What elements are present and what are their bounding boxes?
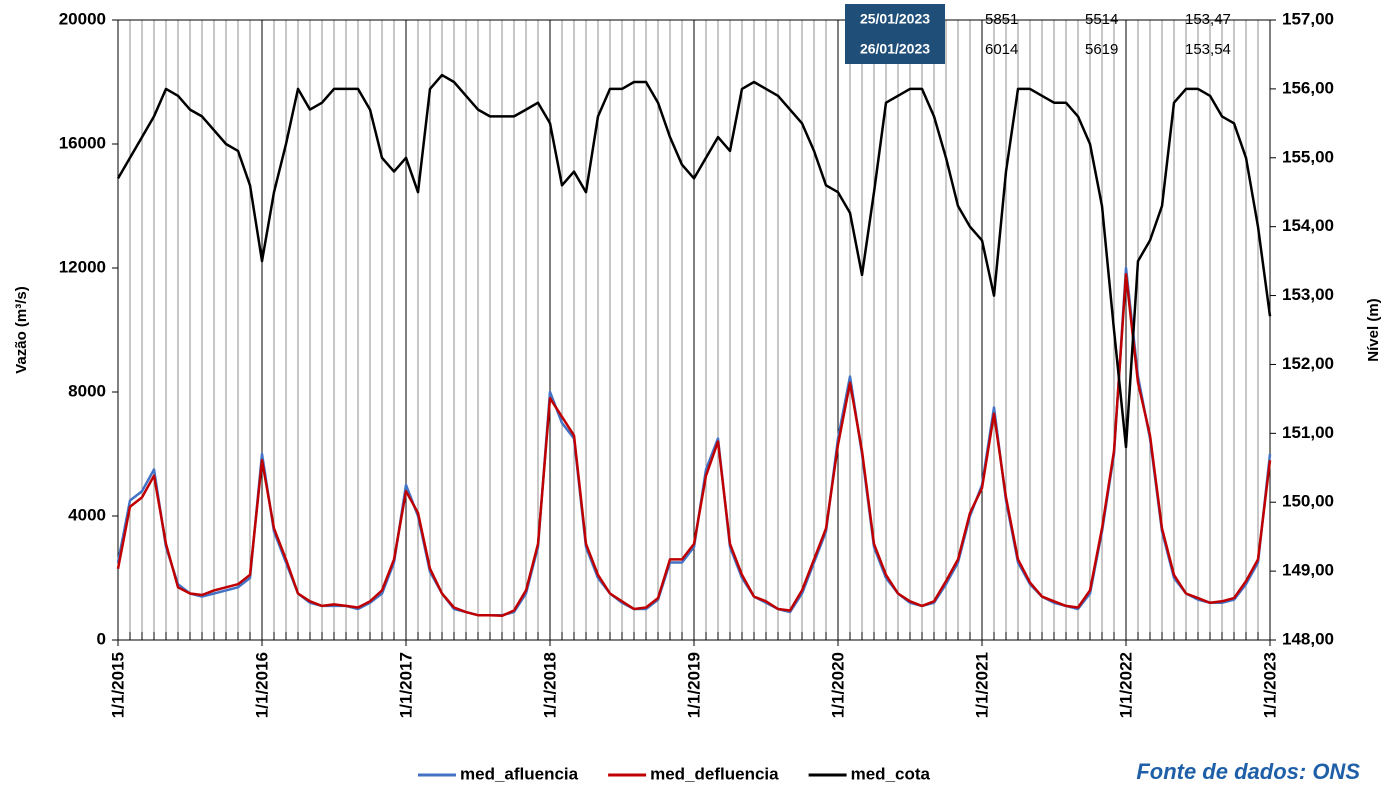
x-tick-label: 1/1/2023 [1261,652,1280,718]
x-tick-label: 1/1/2021 [973,652,992,718]
x-tick-label: 1/1/2016 [253,652,272,718]
source-note: Fonte de dados: ONS [1136,759,1360,784]
x-tick-label: 1/1/2018 [541,652,560,718]
series-line [116,73,1272,449]
x-tick-label: 1/1/2019 [685,652,704,718]
table-cell: 153,47 [1185,11,1231,28]
y2-tick-label: 155,00 [1282,147,1334,166]
table-cell: 5619 [1085,41,1118,58]
y2-tick-label: 152,00 [1282,354,1334,373]
table-date: 25/01/2023 [860,11,930,27]
y-tick-label: 8000 [68,381,106,400]
x-tick-label: 1/1/2020 [829,652,848,718]
x-tick-label: 1/1/2017 [397,652,416,718]
y2-tick-label: 150,00 [1282,492,1334,511]
y2-tick-label: 154,00 [1282,216,1334,235]
table-date: 26/01/2023 [860,41,930,57]
y-tick-label: 20000 [59,9,106,28]
series-line [116,266,1272,617]
y-tick-label: 0 [97,629,106,648]
y2-tick-label: 153,00 [1282,285,1334,304]
y2-tick-label: 149,00 [1282,561,1334,580]
y2-axis-label: Nível (m) [1365,298,1382,361]
table-cell: 5514 [1085,11,1118,28]
table-cell: 6014 [985,41,1018,58]
x-tick-label: 1/1/2022 [1117,652,1136,718]
y2-tick-label: 156,00 [1282,78,1334,97]
legend-label: med_cota [851,764,931,783]
y2-tick-label: 148,00 [1282,629,1334,648]
table-header-cell [845,34,945,64]
series-line [116,272,1272,618]
legend-label: med_defluencia [650,764,779,783]
y-tick-label: 16000 [59,133,106,152]
legend-label: med_afluencia [460,764,579,783]
plot-frame [117,19,1271,641]
x-tick-label: 1/1/2015 [109,652,128,718]
table-cell: 153,54 [1185,41,1231,58]
y2-tick-label: 151,00 [1282,423,1334,442]
y-tick-label: 12000 [59,257,106,276]
y-axis-label: Vazão (m³/s) [13,286,30,374]
y2-tick-label: 157,00 [1282,9,1334,28]
table-header-cell [845,4,945,34]
y-tick-label: 4000 [68,505,106,524]
table-cell: 5851 [985,11,1018,28]
